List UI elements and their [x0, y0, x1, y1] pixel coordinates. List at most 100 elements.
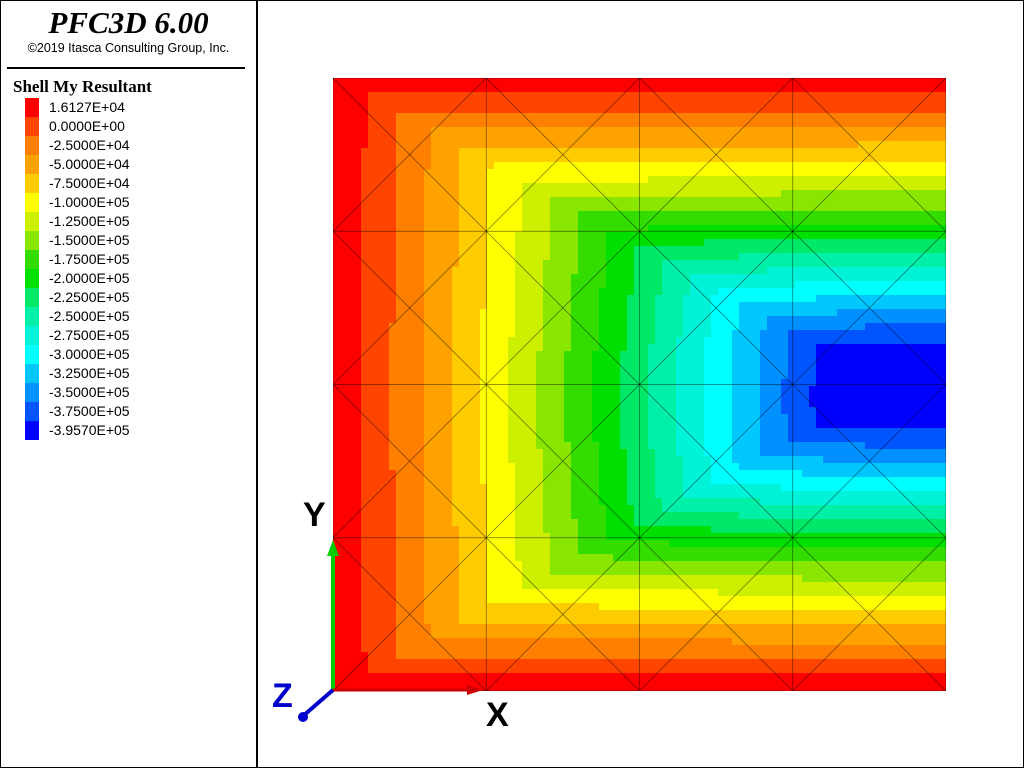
contour-cell [333, 120, 341, 128]
contour-cell [879, 372, 887, 380]
contour-cell [585, 267, 593, 275]
contour-cell [830, 260, 838, 268]
contour-cell [529, 197, 537, 205]
contour-cell [627, 309, 635, 317]
contour-cell [683, 113, 691, 121]
contour-cell [641, 288, 649, 296]
contour-cell [382, 239, 390, 247]
contour-cell [340, 211, 348, 219]
contour-cell [480, 274, 488, 282]
contour-cell [333, 456, 341, 464]
contour-cell [515, 344, 523, 352]
contour-cell [739, 330, 747, 338]
contour-cell [368, 225, 376, 233]
contour-cell [690, 155, 698, 163]
contour-cell [536, 302, 544, 310]
contour-cell [879, 85, 887, 93]
contour-cell [662, 267, 670, 275]
contour-cell [879, 162, 887, 170]
contour-cell [662, 463, 670, 471]
contour-cell [886, 365, 894, 373]
contour-cell [718, 190, 726, 198]
contour-cell [669, 190, 677, 198]
contour-cell [872, 197, 880, 205]
contour-cell [697, 463, 705, 471]
contour-cell [900, 162, 908, 170]
contour-cell [795, 169, 803, 177]
contour-cell [837, 428, 845, 436]
contour-cell [564, 288, 572, 296]
contour-cell [879, 365, 887, 373]
contour-cell [487, 456, 495, 464]
contour-cell [921, 176, 929, 184]
contour-cell [473, 442, 481, 450]
contour-cell [501, 330, 509, 338]
contour-cell [606, 407, 614, 415]
contour-cell [704, 99, 712, 107]
contour-cell [375, 134, 383, 142]
contour-cell [445, 134, 453, 142]
contour-cell [851, 421, 859, 429]
contour-cell [613, 211, 621, 219]
contour-cell [655, 309, 663, 317]
contour-cell [788, 281, 796, 289]
contour-cell [564, 253, 572, 261]
contour-cell [872, 78, 880, 86]
contour-cell [459, 386, 467, 394]
contour-cell [578, 316, 586, 324]
contour-cell [578, 435, 586, 443]
contour-cell [473, 344, 481, 352]
contour-cell [732, 428, 740, 436]
contour-cell [368, 449, 376, 457]
contour-cell [396, 449, 404, 457]
contour-cell [606, 162, 614, 170]
contour-cell [676, 463, 684, 471]
contour-cell [865, 127, 873, 135]
contour-cell [606, 344, 614, 352]
contour-cell [809, 127, 817, 135]
legend-label: -2.5000E+05 [49, 308, 130, 324]
contour-cell [697, 120, 705, 128]
contour-cell [508, 260, 516, 268]
contour-cell [375, 421, 383, 429]
contour-cell [620, 358, 628, 366]
contour-cell [487, 400, 495, 408]
contour-cell [522, 379, 530, 387]
contour-cell [480, 428, 488, 436]
contour-cell [403, 162, 411, 170]
contour-cell [578, 106, 586, 114]
contour-cell [704, 309, 712, 317]
contour-cell [424, 428, 432, 436]
contour-cell [781, 449, 789, 457]
contour-cell [851, 372, 859, 380]
contour-cell [403, 449, 411, 457]
contour-cell [690, 78, 698, 86]
contour-cell [487, 85, 495, 93]
contour-cell [865, 120, 873, 128]
contour-cell [634, 155, 642, 163]
contour-cell [487, 246, 495, 254]
contour-cell [753, 85, 761, 93]
contour-cell [606, 463, 614, 471]
contour-cell [522, 239, 530, 247]
contour-cell [550, 407, 558, 415]
contour-cell [599, 316, 607, 324]
contour-cell [424, 113, 432, 121]
contour-cell [795, 92, 803, 100]
contour-cell [452, 288, 460, 296]
contour-plot[interactable] [257, 0, 1023, 768]
contour-cell [634, 449, 642, 457]
contour-cell [704, 204, 712, 212]
contour-cell [487, 267, 495, 275]
contour-cell [347, 85, 355, 93]
contour-cell [641, 372, 649, 380]
contour-cell [809, 211, 817, 219]
contour-cell [522, 316, 530, 324]
contour-cell [823, 225, 831, 233]
contour-cell [795, 302, 803, 310]
contour-cell [914, 449, 922, 457]
contour-cell [718, 239, 726, 247]
contour-cell [445, 379, 453, 387]
contour-cell [900, 407, 908, 415]
contour-cell [389, 323, 397, 331]
